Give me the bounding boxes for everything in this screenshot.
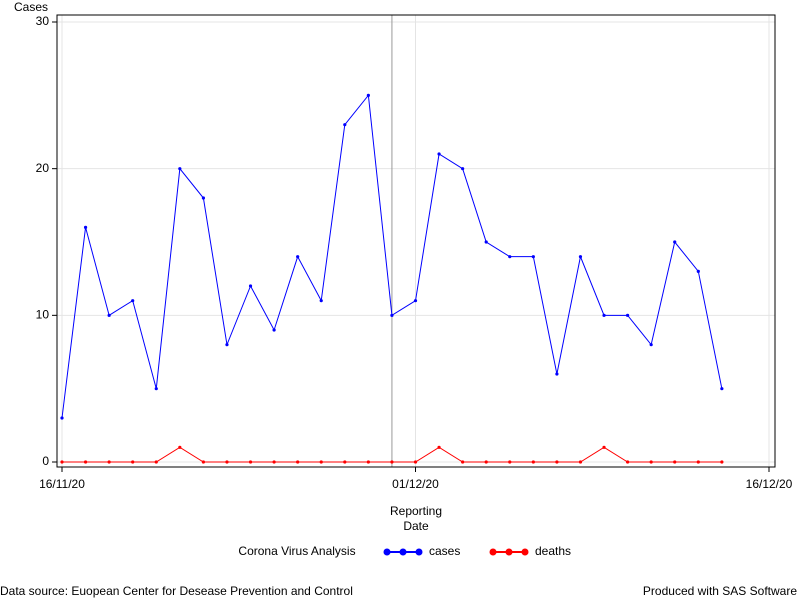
y-tick-label: 30 <box>36 14 50 28</box>
data-point <box>531 255 535 259</box>
data-point <box>390 313 394 317</box>
data-point <box>154 460 158 464</box>
x-axis-label: Date <box>403 519 429 533</box>
data-point <box>201 460 205 464</box>
data-point <box>578 255 583 259</box>
data-point <box>649 343 653 347</box>
plot-frame <box>56 14 776 468</box>
data-point <box>107 313 111 317</box>
y-tick-label: 20 <box>36 161 50 175</box>
data-point <box>696 460 700 464</box>
data-point <box>696 269 700 273</box>
data-point <box>673 240 677 244</box>
data-point <box>437 445 441 449</box>
data-point <box>60 460 64 464</box>
data-point <box>602 445 606 449</box>
data-point <box>319 299 323 303</box>
legend-marker <box>521 548 529 556</box>
legend-title: Corona Virus Analysis <box>238 544 355 558</box>
data-point <box>649 460 653 464</box>
data-point <box>131 299 135 303</box>
footnote: Data source: Euopean Center for Desease … <box>0 584 353 598</box>
data-point <box>578 460 583 464</box>
data-point <box>673 460 677 464</box>
data-point <box>272 460 276 464</box>
legend-marker <box>505 548 513 556</box>
data-point <box>484 240 488 244</box>
data-point <box>248 460 253 464</box>
data-point <box>555 460 559 464</box>
data-point <box>413 460 418 464</box>
footnote: Produced with SAS Software <box>643 584 797 598</box>
data-point <box>107 460 111 464</box>
data-point <box>296 255 300 259</box>
data-point <box>225 460 229 464</box>
data-point <box>720 460 724 464</box>
data-point <box>201 196 205 200</box>
data-point <box>437 152 441 156</box>
data-point <box>83 225 88 229</box>
data-point <box>626 460 630 464</box>
y-axis-label: Cases <box>14 0 48 14</box>
y-tick-label: 0 <box>42 454 49 468</box>
data-point <box>390 460 394 464</box>
legend-marker <box>415 548 423 556</box>
data-point <box>178 445 182 449</box>
data-point <box>531 460 535 464</box>
data-point <box>413 299 418 303</box>
data-point <box>319 460 323 464</box>
x-tick-label: 01/12/20 <box>392 477 439 491</box>
data-point <box>178 167 182 171</box>
x-tick-label: 16/12/20 <box>746 477 793 491</box>
data-point <box>343 123 347 127</box>
data-point <box>720 387 724 391</box>
data-point <box>555 372 559 376</box>
data-point <box>225 343 229 347</box>
data-point <box>154 387 158 391</box>
data-point <box>602 313 606 317</box>
data-point <box>461 167 465 171</box>
data-point <box>366 460 370 464</box>
x-tick-label: 16/11/20 <box>39 477 85 491</box>
data-point <box>296 460 300 464</box>
data-point <box>508 255 512 259</box>
y-tick-label: 10 <box>36 308 50 322</box>
data-point <box>484 460 488 464</box>
data-point <box>343 460 347 464</box>
legend-marker <box>399 548 407 556</box>
data-point <box>366 93 370 97</box>
legend-marker <box>489 548 497 556</box>
data-point <box>461 460 465 464</box>
data-point <box>83 460 88 464</box>
legend-label: cases <box>429 544 460 558</box>
legend-marker <box>383 548 391 556</box>
data-point <box>508 460 512 464</box>
data-point <box>131 460 135 464</box>
data-point <box>248 284 253 288</box>
x-axis-label: Reporting <box>390 504 442 518</box>
data-point <box>60 416 64 420</box>
data-point <box>272 328 276 332</box>
data-point <box>626 313 630 317</box>
legend-label: deaths <box>535 544 571 558</box>
